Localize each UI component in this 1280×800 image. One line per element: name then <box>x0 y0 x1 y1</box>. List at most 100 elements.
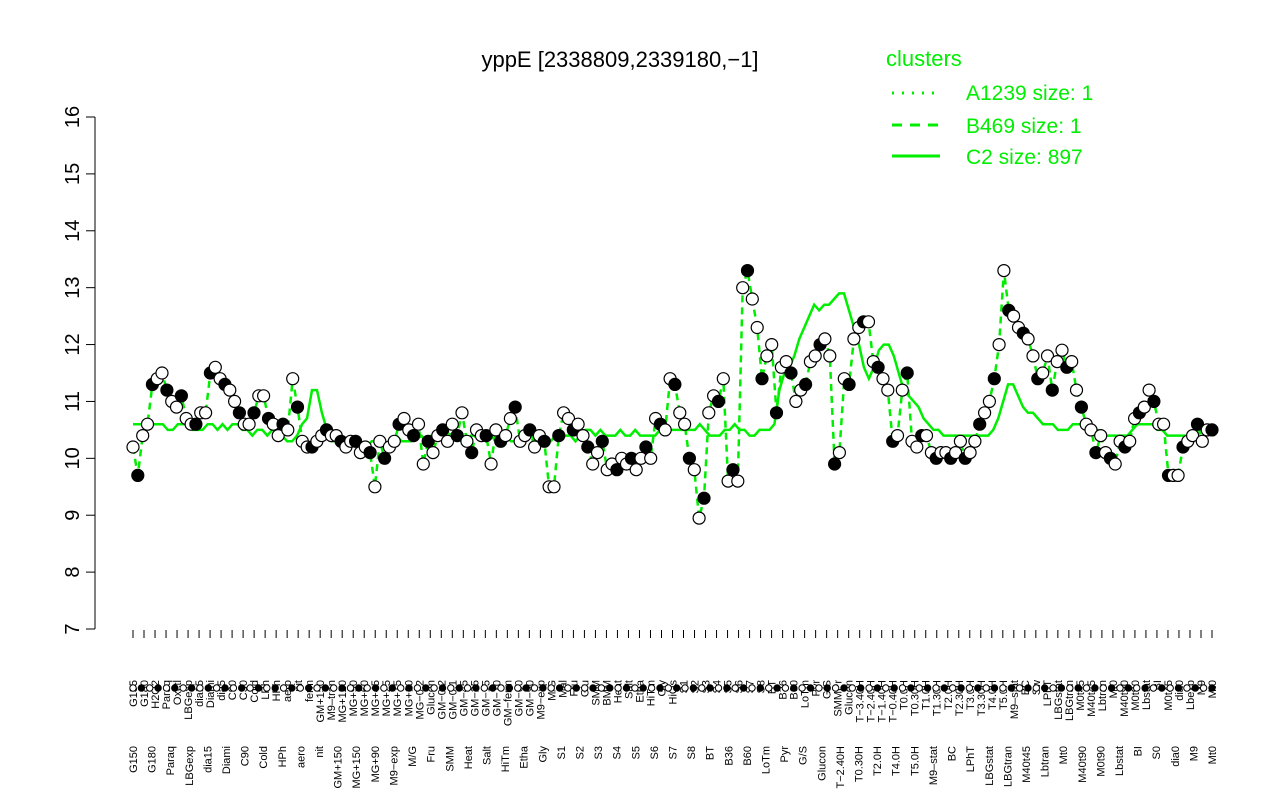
data-point <box>910 440 924 454</box>
x-marker <box>555 684 564 692</box>
x-marker <box>857 684 865 692</box>
data-point <box>1040 349 1055 363</box>
x-tick-label: M9 <box>1188 746 1200 761</box>
data-point <box>1171 468 1185 482</box>
x-marker <box>890 684 898 692</box>
data-point <box>639 440 653 454</box>
data-point <box>223 383 237 397</box>
data-point <box>426 446 440 460</box>
data-point <box>890 429 905 443</box>
data-point <box>547 480 561 494</box>
data-point <box>189 417 203 431</box>
data-point <box>716 372 730 386</box>
x-marker <box>254 684 263 692</box>
x-marker <box>756 684 764 692</box>
x-tick-label: S5 <box>630 746 642 759</box>
y-tick-label: 7 <box>62 623 84 634</box>
data-point <box>576 429 590 443</box>
x-marker <box>472 684 480 692</box>
data-point <box>416 457 430 471</box>
data-point <box>644 451 658 465</box>
data-point <box>692 511 706 525</box>
x-marker <box>873 684 882 692</box>
x-tick-label: SMM <box>444 746 456 772</box>
x-tick-label: Fru <box>426 746 438 763</box>
data-point <box>673 406 687 420</box>
x-marker <box>614 684 622 692</box>
data-point <box>1055 343 1069 357</box>
x-tick-label: T0.30H <box>854 746 866 782</box>
legend-label-b469: B469 size: 1 <box>966 115 1082 138</box>
data-point <box>1045 383 1059 397</box>
data-point <box>818 332 832 346</box>
legend-label-c2: C2 size: 897 <box>966 146 1083 169</box>
data-point <box>948 446 963 460</box>
data-point <box>755 372 769 386</box>
x-marker <box>497 684 505 692</box>
x-tick-label: S7 <box>668 746 680 759</box>
x-tick-label: M9–stat <box>928 746 940 785</box>
x-tick-label: T5.0H <box>909 746 921 776</box>
x-marker <box>137 684 146 692</box>
data-point <box>977 406 992 420</box>
x-marker <box>313 684 321 692</box>
data-point <box>895 383 909 397</box>
data-point <box>489 423 503 437</box>
x-marker <box>581 684 589 692</box>
data-point <box>131 468 145 482</box>
data-point <box>769 406 784 420</box>
x-tick-label: BT <box>705 746 717 760</box>
x-marker <box>355 684 363 692</box>
data-point <box>1123 434 1137 448</box>
x-marker <box>923 684 932 692</box>
x-tick-label: S0 <box>1151 746 1163 759</box>
x-marker <box>781 684 790 692</box>
data-point <box>561 411 576 426</box>
data-point <box>1195 434 1209 448</box>
x-marker <box>865 684 873 692</box>
x-marker <box>706 684 714 692</box>
x-tick-label: LBGstat <box>984 746 996 786</box>
x-marker <box>1158 684 1166 692</box>
data-point <box>992 338 1006 352</box>
x-tick-label: LPhT <box>965 746 977 773</box>
x-marker <box>597 684 606 692</box>
y-tick-label: 13 <box>62 277 84 299</box>
x-marker <box>1066 684 1074 692</box>
data-point <box>508 400 522 414</box>
x-marker <box>171 684 179 692</box>
x-marker <box>263 684 271 692</box>
data-point <box>590 446 605 460</box>
x-marker <box>330 684 338 692</box>
data-point <box>1065 355 1079 369</box>
x-marker <box>388 684 396 692</box>
data-point <box>281 423 295 437</box>
x-marker <box>1107 684 1116 692</box>
data-point <box>1094 429 1108 443</box>
x-tick-label: M0t90 <box>1095 746 1107 777</box>
x-tick-label: BC <box>947 746 959 761</box>
y-tick-label: 11 <box>62 391 84 412</box>
x-marker <box>823 684 831 692</box>
x-marker <box>773 684 781 692</box>
x-marker <box>196 684 204 692</box>
x-tick-label: Cold <box>258 746 270 769</box>
x-marker <box>246 684 254 692</box>
data-point <box>842 377 856 391</box>
data-point <box>349 434 363 448</box>
data-point <box>871 360 885 374</box>
data-point <box>1074 400 1089 414</box>
data-point <box>595 434 609 448</box>
data-point <box>1205 423 1219 437</box>
data-point <box>581 440 595 454</box>
x-tick-label: MG+90 <box>370 746 382 782</box>
x-marker <box>982 684 990 692</box>
data-point <box>503 411 517 426</box>
x-marker <box>639 684 647 692</box>
data-point <box>784 366 798 380</box>
x-tick-label: S3 <box>593 746 605 759</box>
x-tick-label: dia0 <box>1170 746 1182 767</box>
data-point <box>682 451 697 465</box>
data-point <box>174 389 188 403</box>
